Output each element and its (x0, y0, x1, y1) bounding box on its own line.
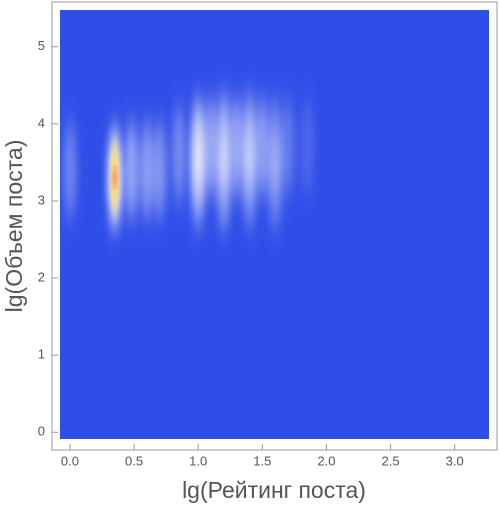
x-tick-label: 2.5 (382, 453, 400, 468)
spot-glow (280, 98, 295, 195)
y-tick-label: 2 (38, 269, 45, 284)
density-spot (300, 98, 315, 195)
spot-glow (300, 98, 315, 195)
spot-glow (152, 122, 167, 219)
spot-glow (204, 98, 219, 195)
y-tick-label: 1 (38, 347, 45, 362)
spot-glow (124, 122, 139, 219)
density-spot (242, 129, 257, 226)
y-axis-label: lg(Объем поста) (1, 140, 27, 313)
density-spot (255, 98, 270, 195)
x-tick-label: 3.0 (446, 453, 464, 468)
density-spot (204, 98, 219, 195)
density-spot (171, 106, 186, 203)
density-spot (280, 98, 295, 195)
spot-glow (242, 129, 257, 226)
x-tick-label: 0.5 (125, 453, 143, 468)
y-tick-label: 5 (38, 38, 45, 53)
y-tick-label: 3 (38, 192, 45, 207)
spot-glow (191, 129, 206, 226)
density-spot (124, 122, 139, 219)
density-spot (152, 122, 167, 219)
y-tick-label: 4 (38, 115, 45, 130)
x-axis-label: lg(Рейтинг поста) (182, 477, 366, 503)
plot-frame (51, 1, 498, 451)
density-spot (107, 129, 122, 226)
density-spot (139, 122, 154, 219)
x-tick-label: 0.0 (61, 453, 79, 468)
spot-glow (216, 133, 231, 230)
y-tick-label: 0 (38, 424, 45, 439)
spot-peak (112, 171, 117, 184)
density-spot (191, 129, 206, 226)
spot-glow (268, 133, 283, 230)
spot-glow (255, 98, 270, 195)
density-spot (268, 133, 283, 230)
x-tick-label: 2.0 (317, 453, 335, 468)
spot-glow (229, 98, 244, 195)
x-tick-label: 1.5 (253, 453, 271, 468)
density-spot (62, 122, 77, 219)
spot-glow (171, 106, 186, 203)
spot-glow (139, 122, 154, 219)
density-spot (216, 133, 231, 230)
density-spot (229, 98, 244, 195)
x-tick-label: 1.0 (189, 453, 207, 468)
spot-glow (62, 122, 77, 219)
density-layer (62, 95, 315, 230)
